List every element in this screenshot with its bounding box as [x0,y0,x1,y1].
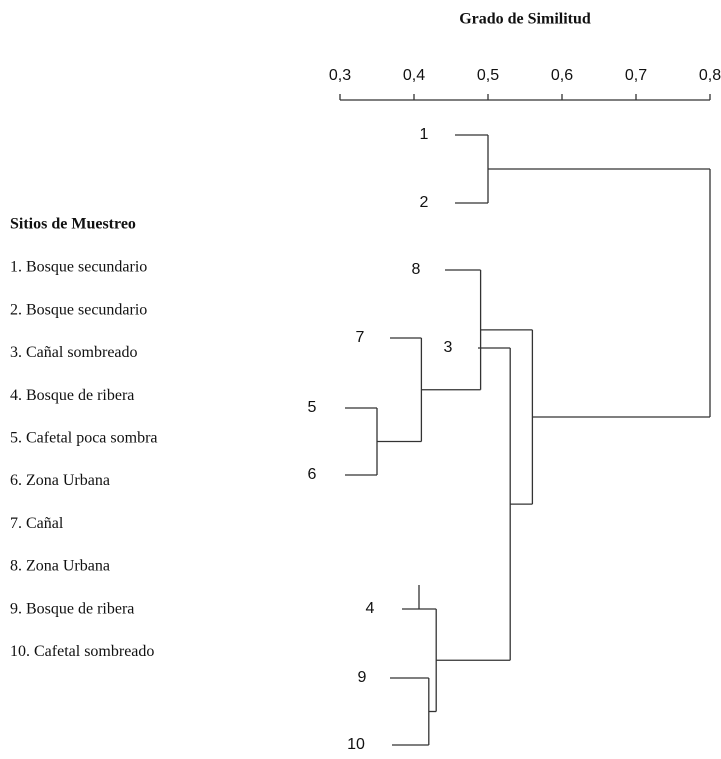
leaf-label: 10 [347,736,365,753]
legend-item: 5. Cafetal poca sombra [10,429,158,446]
x-tick-label: 0,5 [477,67,499,84]
legend-item: 7. Cañal [10,515,64,532]
leaf-label: 2 [420,194,429,211]
leaf-label: 3 [444,339,453,356]
leaf-label: 8 [412,261,421,278]
leaf-label: 7 [356,329,365,346]
legend-item: 10. Cafetal sombreado [10,643,154,660]
leaf-label: 4 [366,600,375,617]
x-tick-label: 0,8 [699,67,721,84]
leaf-label: 5 [308,399,317,416]
legend-item: 2. Bosque secundario [10,301,147,318]
leaf-label: 1 [420,126,429,143]
legend-title: Sitios de Muestreo [10,216,136,233]
x-tick-label: 0,7 [625,67,647,84]
x-tick-label: 0,3 [329,67,351,84]
legend-item: 6. Zona Urbana [10,472,110,489]
chart-title: Grado de Similitud [459,11,591,28]
leaf-label: 9 [358,669,367,686]
legend-item: 4. Bosque de ribera [10,387,134,404]
legend-item: 8. Zona Urbana [10,558,110,575]
leaf-label: 6 [308,466,317,483]
x-tick-label: 0,4 [403,67,425,84]
legend-item: 3. Cañal sombreado [10,344,138,361]
legend-item: 1. Bosque secundario [10,259,147,276]
x-tick-label: 0,6 [551,67,573,84]
legend-item: 9. Bosque de ribera [10,600,134,617]
